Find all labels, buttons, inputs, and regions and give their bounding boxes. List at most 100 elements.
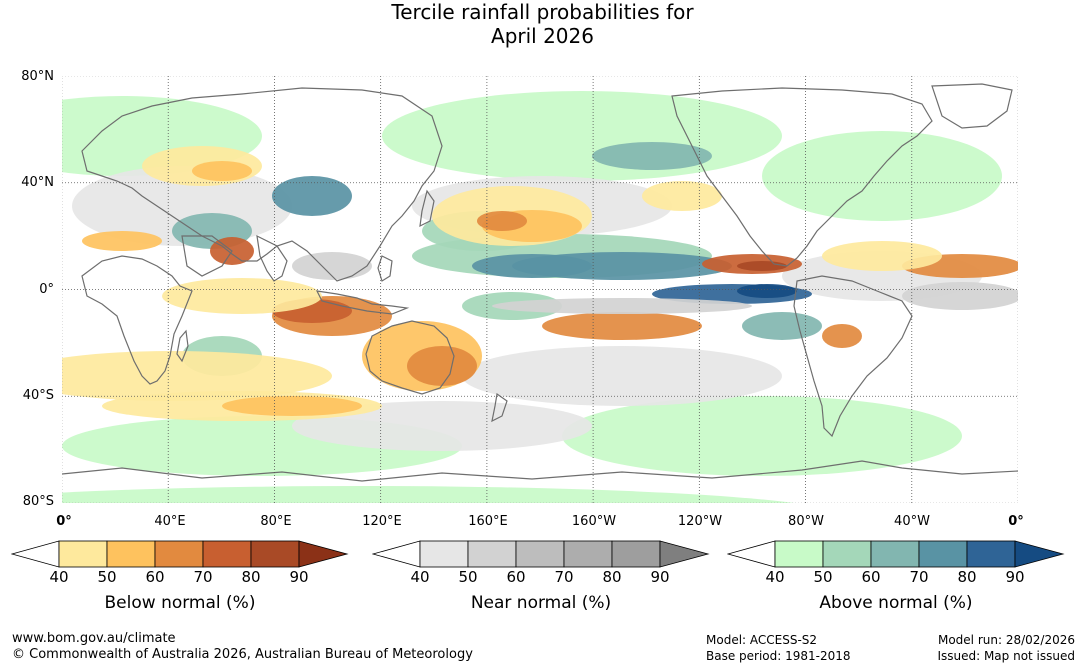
probability-patch xyxy=(162,278,322,314)
coastline-indonesia xyxy=(315,290,410,315)
legend-tick-label: 80 xyxy=(241,568,261,586)
legend-near-normal: 40 50 60 70 80 90 xyxy=(372,540,710,590)
probability-patch xyxy=(492,298,752,314)
legend-tick-label: 80 xyxy=(602,568,622,586)
probability-patch xyxy=(222,396,362,416)
footer-issued: Issued: Map not issued xyxy=(937,649,1075,663)
probability-fields xyxy=(62,91,1018,503)
map-canvas xyxy=(62,76,1018,503)
legend-below-normal: 40 50 60 70 80 90 xyxy=(11,540,349,590)
lat-label-80n: 80°N xyxy=(21,69,54,84)
coastline-india xyxy=(256,234,288,282)
legend-above-normal: 40 50 60 70 80 90 xyxy=(727,540,1065,590)
coastline-australia xyxy=(365,320,455,395)
probability-patch xyxy=(82,231,162,251)
colorbar-right-arrow xyxy=(298,540,349,568)
colorbar-segment xyxy=(563,540,613,568)
legend-title-near: Near normal (%) xyxy=(470,593,612,613)
colorbar-left-arrow xyxy=(727,540,776,568)
lon-label-160w: 160°W xyxy=(571,514,617,529)
probability-patch xyxy=(382,91,782,181)
coastlines xyxy=(62,83,1018,482)
graticule xyxy=(62,76,1018,503)
legend-tick-label: 50 xyxy=(813,568,833,586)
colorbar-segment xyxy=(58,540,108,568)
legend-tick-label: 70 xyxy=(554,568,574,586)
lat-label-equator: 0° xyxy=(39,282,54,297)
probability-patch xyxy=(62,486,795,503)
probability-patch xyxy=(822,241,942,271)
probability-patch xyxy=(822,324,862,348)
probability-patch xyxy=(292,252,372,280)
map-title: Tercile rainfall probabilities for April… xyxy=(0,0,1085,48)
legend-title-above: Above normal (%) xyxy=(819,593,973,613)
footer-base-period: Base period: 1981-2018 xyxy=(706,649,851,663)
colorbar-segment xyxy=(202,540,252,568)
lat-label-80s: 80°S xyxy=(22,494,54,509)
legend-tick-label: 90 xyxy=(1005,568,1025,586)
coastline-africa xyxy=(81,255,193,385)
coastline-arabia xyxy=(181,235,233,277)
legend-tick-label: 90 xyxy=(650,568,670,586)
colorbar-above-normal xyxy=(727,540,1065,568)
legend-tick-label: 40 xyxy=(49,568,69,586)
colorbar-segment xyxy=(774,540,824,568)
footer-url[interactable]: www.bom.gov.au/climate xyxy=(12,631,176,646)
colorbar-right-arrow xyxy=(1014,540,1065,568)
colorbar-segment xyxy=(106,540,156,568)
colorbar-segment xyxy=(611,540,661,568)
probability-patch xyxy=(542,312,702,340)
legend-tick-label: 80 xyxy=(957,568,977,586)
colorbar-segment xyxy=(419,540,469,568)
coastline-new-zealand xyxy=(491,392,508,423)
lat-label-40s: 40°S xyxy=(22,388,54,403)
legend-tick-label: 60 xyxy=(506,568,526,586)
colorbar-segment xyxy=(515,540,565,568)
lon-label-120w: 120°W xyxy=(677,514,723,529)
probability-patch xyxy=(562,396,962,476)
probability-patch xyxy=(292,401,592,451)
probability-patch xyxy=(737,261,787,271)
probability-patch xyxy=(742,312,822,340)
legend-tick-label: 40 xyxy=(765,568,785,586)
probability-patch xyxy=(737,284,797,298)
probability-patch xyxy=(477,211,527,231)
lon-label-80w: 80°W xyxy=(788,514,824,529)
probability-patch xyxy=(62,351,332,401)
legend-tick-label: 60 xyxy=(861,568,881,586)
colorbar-segment xyxy=(250,540,300,568)
colorbar-segment xyxy=(154,540,204,568)
coastline-philippines xyxy=(377,255,393,282)
colorbar-below-normal xyxy=(11,540,349,568)
colorbar-segment xyxy=(918,540,968,568)
lat-label-40n: 40°N xyxy=(21,175,54,190)
lon-label-40w: 40°W xyxy=(894,514,930,529)
probability-patch xyxy=(462,346,782,406)
colorbar-segment xyxy=(822,540,872,568)
probability-patch xyxy=(192,161,252,181)
coastline-madagascar xyxy=(176,329,189,363)
lon-label-0-east: 0° xyxy=(1008,514,1024,529)
coastline-greenland xyxy=(931,83,1013,129)
coastline-antarctica xyxy=(62,460,1018,482)
probability-patch xyxy=(902,282,1018,310)
legend-tick-label: 50 xyxy=(97,568,117,586)
legend-tick-label: 70 xyxy=(193,568,213,586)
colorbar-left-arrow xyxy=(372,540,421,568)
lon-label-160e: 160°E xyxy=(468,514,508,529)
probability-patch xyxy=(272,176,352,216)
lon-label-0: 0° xyxy=(56,514,72,529)
title-line-1: Tercile rainfall probabilities for xyxy=(391,0,694,24)
legend-tick-label: 50 xyxy=(458,568,478,586)
title-line-2: April 2026 xyxy=(491,24,594,48)
coastline-north-america xyxy=(671,87,933,267)
colorbar-segment xyxy=(467,540,517,568)
colorbar-left-arrow xyxy=(11,540,60,568)
probability-patch xyxy=(592,142,712,170)
probability-patch xyxy=(472,254,592,278)
colorbar-near-normal xyxy=(372,540,710,568)
legend-tick-label: 90 xyxy=(289,568,309,586)
legend-tick-label: 60 xyxy=(145,568,165,586)
coastline-eurasia xyxy=(81,87,443,282)
probability-patch xyxy=(407,346,477,386)
